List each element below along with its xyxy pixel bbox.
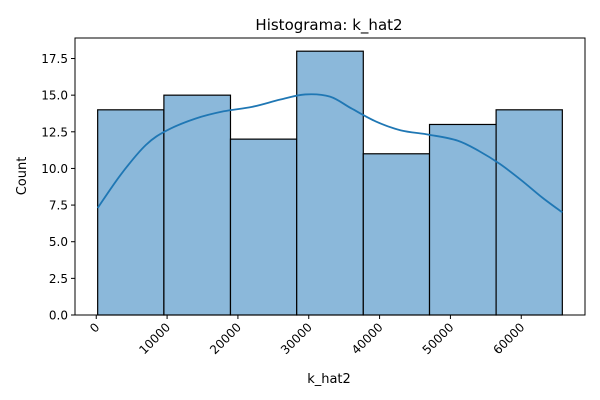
histogram-bar-6 [428,123,497,316]
x-tick-label: 0 [87,320,102,335]
bars-layer [97,50,563,316]
x-tick-label: 30000 [278,320,315,357]
histogram-bar-3 [229,138,298,316]
histogram-bar-2 [163,94,232,316]
x-axis-label: k_hat2 [307,372,351,387]
histogram-bar-7 [495,109,563,316]
kde-layer [96,93,563,214]
x-tick-label: 10000 [136,320,173,357]
histogram-bar-5 [362,153,431,316]
y-tick-label: 15.0 [41,89,68,103]
histogram-bar-1 [97,109,165,316]
plot-frame [74,37,586,316]
y-tick-label: 10.0 [41,162,68,176]
y-tick-label: 17.5 [41,52,68,66]
kde-line [96,93,563,214]
y-tick-label: 2.5 [49,272,68,286]
chart-title: Histograma: k_hat2 [255,16,402,35]
y-tick-label: 12.5 [41,125,68,139]
y-tick-label: 5.0 [49,235,68,249]
x-tick-label: 40000 [349,320,386,357]
histogram-bar-4 [296,50,364,316]
y-tick-label: 7.5 [49,199,68,213]
x-tick-label: 50000 [420,320,457,357]
x-tick-label: 20000 [207,320,244,357]
x-tick-label: 60000 [490,320,527,357]
y-axis-label: Count [15,157,30,196]
y-tick-label: 0.0 [49,309,68,323]
